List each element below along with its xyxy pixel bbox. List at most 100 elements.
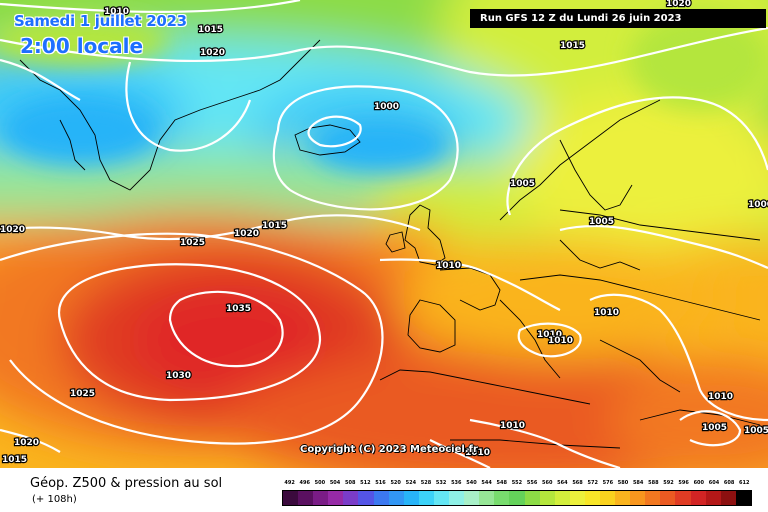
scale-value-label: 580: [617, 480, 629, 486]
isobar-label: 1020: [666, 0, 691, 9]
scale-value-label: 604: [708, 480, 720, 486]
scale-swatch: [599, 491, 616, 505]
isobar-label: 1005: [589, 217, 614, 227]
isobar-label: 1020: [0, 225, 25, 235]
scale-swatch: [630, 491, 646, 505]
isobar-label: 1015: [262, 221, 287, 231]
scale-swatch: [283, 491, 299, 505]
isobar-label: 1010: [708, 392, 733, 402]
scale-value-label: 516: [375, 480, 386, 486]
isobar-label: 1035: [226, 304, 251, 314]
scale-swatch: [584, 491, 600, 505]
scale-swatch: [554, 491, 570, 505]
scale-swatch: [433, 491, 450, 505]
scale-swatch: [343, 491, 359, 505]
scale-value-label: 588: [648, 480, 659, 486]
forecast-date: Samedi 1 juillet 2023: [14, 12, 187, 30]
scale-swatch: [479, 491, 495, 505]
scale-swatch: [418, 491, 434, 505]
scale-swatch: [675, 491, 691, 505]
scale-value-label: 592: [663, 480, 674, 486]
scale-value-label: 508: [344, 480, 356, 486]
coastlines: [19, 39, 761, 449]
scale-swatch: [690, 491, 706, 505]
scale-swatch: [298, 491, 314, 505]
scale-value-label: 600: [693, 480, 705, 486]
scale-value-label: 492: [284, 480, 295, 486]
scale-value-label: 524: [405, 480, 417, 486]
scale-swatch: [358, 491, 374, 505]
scale-value-label: 564: [557, 480, 568, 486]
scale-value-label: 572: [587, 480, 598, 486]
color-scale-labels: 492 496 500 504 508 512 516 520 524 528 532 536 540 5…: [282, 478, 752, 488]
copyright-text: Copyright (C) 2023 Meteociel.fr: [300, 444, 478, 455]
scale-swatch: [328, 491, 344, 505]
scale-value-label: 560: [542, 480, 553, 486]
scale-swatch: [539, 491, 555, 505]
isobar-label: 1025: [70, 389, 95, 399]
model-run-label: Run GFS 12 Z du Lundi 26 juin 2023: [470, 9, 766, 28]
isobar-label: 1010: [436, 261, 461, 271]
isobar-label: 1025: [180, 238, 205, 248]
scale-swatch: [660, 491, 676, 505]
isobars: [0, 0, 768, 468]
scale-value-label: 596: [678, 480, 689, 486]
isobar-label: 1015: [560, 41, 585, 51]
scale-value-label: 548: [496, 480, 507, 486]
scale-value-label: 512: [360, 480, 371, 486]
scale-value-label: 540: [466, 480, 477, 486]
scale-value-label: 584: [632, 480, 644, 486]
scale-value-label: 568: [572, 480, 583, 486]
isobar-label: 1030: [166, 371, 191, 381]
isobar-label: 1020: [14, 438, 39, 448]
color-scale-bar: [282, 490, 752, 506]
isobar-labels: 1010 1015 1020 1020 1015 1000 1005 1005 …: [0, 0, 768, 466]
isobar-label: 1010: [594, 308, 619, 318]
scale-swatch: [569, 491, 585, 505]
isobar-label: 1000: [748, 200, 768, 210]
scale-value-label: 496: [299, 480, 310, 486]
isobar-label: 1005: [510, 179, 535, 189]
isobar-label: 1005: [744, 426, 768, 436]
forecast-time: 2:00 locale: [20, 34, 144, 58]
scale-swatch: [464, 491, 480, 505]
scale-swatch: [494, 491, 510, 505]
scale-value-label: 552: [511, 480, 523, 486]
forecast-lead-time: (+ 108h): [32, 494, 77, 505]
scale-swatch: [449, 491, 465, 505]
weather-map: 1010 1015 1020 1020 1015 1000 1005 1005 …: [0, 0, 768, 468]
scale-swatch: [313, 491, 329, 505]
scale-value-label: 520: [390, 480, 401, 486]
scale-value-label: 576: [602, 480, 614, 486]
scale-swatch: [509, 491, 525, 505]
isobar-label: 1010: [548, 336, 573, 346]
scale-value-label: 500: [314, 480, 326, 486]
scale-value-label: 608: [723, 480, 735, 486]
isobar-label: 1015: [2, 455, 27, 465]
scale-value-label: 532: [435, 480, 447, 486]
isobar-label: 1010: [104, 7, 129, 17]
isobar-label: 1000: [374, 102, 399, 112]
scale-value-label: 536: [451, 480, 462, 486]
scale-value-label: 504: [329, 480, 341, 486]
isobar-label: 1005: [702, 423, 727, 433]
scale-value-label: 612: [739, 480, 750, 486]
scale-value-label: 556: [526, 480, 538, 486]
isobar-label: 1020: [234, 229, 259, 239]
isobar-label: 1015: [198, 25, 223, 35]
scale-swatch: [615, 491, 631, 505]
scale-swatch: [705, 491, 721, 505]
scale-value-label: 528: [420, 480, 432, 486]
scale-value-label: 544: [481, 480, 492, 486]
scale-swatch: [735, 491, 751, 505]
scale-swatch: [403, 491, 419, 505]
scale-swatch: [524, 491, 540, 505]
scale-swatch: [720, 491, 736, 505]
scale-swatch: [388, 491, 404, 505]
isobar-label: 1010: [537, 330, 562, 340]
scale-swatch: [373, 491, 389, 505]
isobar-label: 1010: [500, 421, 525, 431]
isobar-label: 1020: [200, 48, 225, 58]
isobar-label: 1010: [465, 448, 490, 458]
